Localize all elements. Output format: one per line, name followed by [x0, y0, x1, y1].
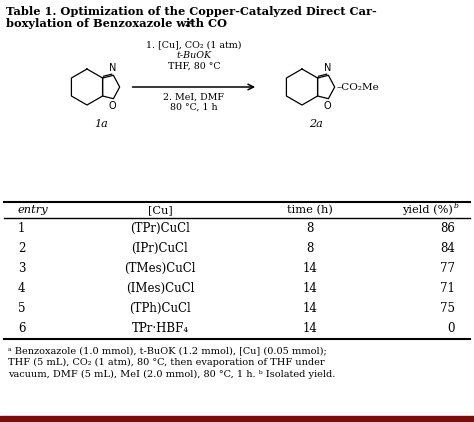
Text: 5: 5	[18, 302, 26, 315]
Text: 1: 1	[18, 222, 26, 235]
Text: THF, 80 °C: THF, 80 °C	[167, 62, 220, 71]
Text: (IPr)CuCl: (IPr)CuCl	[132, 242, 188, 255]
Text: 75: 75	[440, 302, 455, 315]
Text: 8: 8	[306, 242, 314, 255]
Text: 71: 71	[440, 282, 455, 295]
Text: 14: 14	[302, 262, 318, 275]
Text: [Cu]: [Cu]	[147, 205, 173, 215]
Text: 8: 8	[306, 222, 314, 235]
Text: (TPh)CuCl: (TPh)CuCl	[129, 302, 191, 315]
Text: entry: entry	[18, 205, 49, 215]
Text: 1. [Cu], CO₂ (1 atm): 1. [Cu], CO₂ (1 atm)	[146, 40, 242, 49]
Text: THF (5 mL), CO₂ (1 atm), 80 °C, then evaporation of THF under: THF (5 mL), CO₂ (1 atm), 80 °C, then eva…	[8, 358, 325, 367]
Text: yield (%): yield (%)	[402, 205, 453, 215]
Text: 80 °C, 1 h: 80 °C, 1 h	[170, 103, 218, 112]
Text: 77: 77	[440, 262, 455, 275]
Bar	[0, 416, 474, 422]
Text: 3: 3	[18, 262, 26, 275]
Text: 14: 14	[302, 282, 318, 295]
Text: 2. MeI, DMF: 2. MeI, DMF	[164, 93, 224, 102]
Text: (IMes)CuCl: (IMes)CuCl	[126, 282, 194, 295]
Text: 2: 2	[184, 21, 189, 29]
Text: b: b	[454, 202, 459, 210]
Text: 14: 14	[302, 302, 318, 315]
Text: time (h): time (h)	[287, 205, 333, 215]
Text: TPr·HBF₄: TPr·HBF₄	[131, 322, 189, 335]
Text: ᵃ Benzoxazole (1.0 mmol), t-BuOK (1.2 mmol), [Cu] (0.05 mmol);: ᵃ Benzoxazole (1.0 mmol), t-BuOK (1.2 mm…	[8, 346, 327, 355]
Text: 86: 86	[440, 222, 455, 235]
Text: 84: 84	[440, 242, 455, 255]
Text: 6: 6	[18, 322, 26, 335]
Text: 4: 4	[18, 282, 26, 295]
Text: 2a: 2a	[309, 119, 323, 129]
Text: boxylation of Benzoxazole with CO: boxylation of Benzoxazole with CO	[6, 18, 227, 29]
Text: (TPr)CuCl: (TPr)CuCl	[130, 222, 190, 235]
Text: 0: 0	[447, 322, 455, 335]
Text: –CO₂Me: –CO₂Me	[337, 82, 380, 92]
Text: (TMes)CuCl: (TMes)CuCl	[124, 262, 196, 275]
Text: vacuum, DMF (5 mL), MeI (2.0 mmol), 80 °C, 1 h. ᵇ Isolated yield.: vacuum, DMF (5 mL), MeI (2.0 mmol), 80 °…	[8, 370, 336, 379]
Text: a: a	[189, 18, 194, 26]
Text: Table 1. Optimization of the Copper-Catalyzed Direct Car-: Table 1. Optimization of the Copper-Cata…	[6, 6, 377, 17]
Text: O: O	[109, 101, 116, 111]
Text: t-BuOK: t-BuOK	[176, 51, 211, 60]
Text: N: N	[324, 63, 331, 73]
Text: 2: 2	[18, 242, 26, 255]
Text: 1a: 1a	[94, 119, 108, 129]
Text: 14: 14	[302, 322, 318, 335]
Text: O: O	[324, 101, 331, 111]
Text: N: N	[109, 63, 116, 73]
